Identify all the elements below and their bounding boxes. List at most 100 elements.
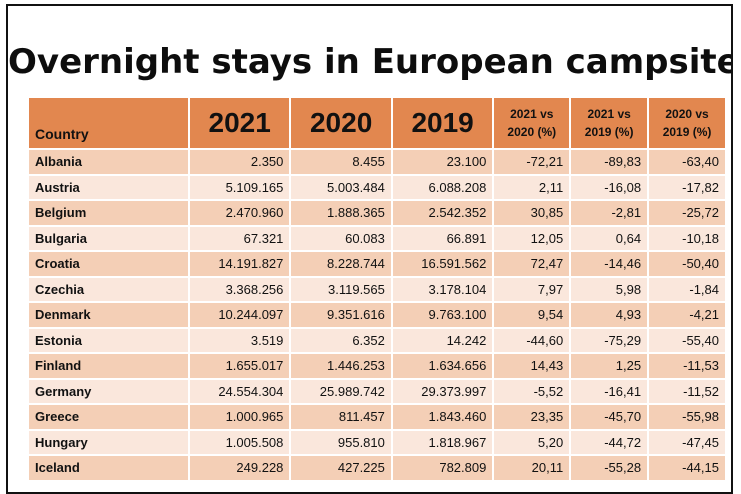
cell-2020-vs-2019: -55,40 — [649, 328, 725, 352]
cell-2021-vs-2019: 5,98 — [571, 277, 648, 301]
cell-2020-vs-2019: -1,84 — [649, 277, 725, 301]
cell-2021: 1.005.508 — [189, 430, 290, 454]
cell-2021-vs-2020: 72,47 — [494, 252, 570, 276]
cell-country: Bulgaria — [29, 226, 188, 250]
cell-2021-vs-2019: -89,83 — [571, 150, 648, 174]
header-line: 2021 vs — [587, 107, 631, 121]
cell-2020: 9.351.616 — [291, 303, 391, 327]
cell-2021-vs-2020: 12,05 — [494, 226, 570, 250]
cell-country: Germany — [29, 379, 188, 403]
cell-2019: 6.088.208 — [392, 175, 493, 199]
table-row: Croatia 14.191.827 8.228.744 16.591.562 72,4… — [29, 252, 725, 276]
cell-2021-vs-2019: 4,93 — [571, 303, 648, 327]
table-row: Albania 2.350 8.455 23.100 -72,21 -89,83 -63,4… — [29, 150, 725, 174]
table-row: Belgium 2.470.960 1.888.365 2.542.352 30,85-… — [29, 201, 725, 225]
table-row: Bulgaria 67.321 60.083 66.891 12,05 0,64 -10,1… — [29, 226, 725, 250]
cell-2021-vs-2019: -45,70 — [571, 405, 648, 429]
cell-2020: 60.083 — [291, 226, 391, 250]
cell-2021: 3.519 — [189, 328, 290, 352]
cell-2019: 16.591.562 — [392, 252, 493, 276]
table-header-row: Country 2021 2020 2019 2021 vs 2020 (%) … — [29, 98, 725, 148]
cell-2021: 249.228 — [189, 456, 290, 480]
cell-country: Iceland — [29, 456, 188, 480]
cell-2020: 5.003.484 — [291, 175, 391, 199]
cell-2020-vs-2019: -44,15 — [649, 456, 725, 480]
cell-country: Albania — [29, 150, 188, 174]
table-row: Estonia 3.519 6.352 14.242 -44,60 -75,29 -55,4… — [29, 328, 725, 352]
cell-2021-vs-2020: 2,11 — [494, 175, 570, 199]
cell-2021-vs-2020: -72,21 — [494, 150, 570, 174]
cell-2021: 2.470.960 — [189, 201, 290, 225]
cell-2021: 67.321 — [189, 226, 290, 250]
cell-2020: 1.446.253 — [291, 354, 391, 378]
header-line: 2019 (%) — [584, 125, 634, 139]
cell-2020-vs-2019: -50,40 — [649, 252, 725, 276]
cell-2021: 5.109.165 — [189, 175, 290, 199]
cell-2020-vs-2019: -47,45 — [649, 430, 725, 454]
table-row: Iceland 249.228 427.225 782.809 20,11 -55,28-… — [29, 456, 725, 480]
cell-2021-vs-2019: -75,29 — [571, 328, 648, 352]
cell-2021-vs-2019: -14,46 — [571, 252, 648, 276]
page-title: Overnight stays in European campsites — [8, 42, 733, 82]
cell-2021-vs-2019: 1,25 — [571, 354, 648, 378]
table-row: Austria 5.109.165 5.003.484 6.088.208 2,11 -1… — [29, 175, 725, 199]
cell-2021: 2.350 — [189, 150, 290, 174]
table-row: Finland 1.655.017 1.446.253 1.634.656 14,43 1… — [29, 354, 725, 378]
cell-2021-vs-2019: -44,72 — [571, 430, 648, 454]
cell-2021: 1.000.965 — [189, 405, 290, 429]
cell-2019: 66.891 — [392, 226, 493, 250]
cell-2020-vs-2019: -63,40 — [649, 150, 725, 174]
cell-country: Croatia — [29, 252, 188, 276]
cell-2020-vs-2019: -11,52 — [649, 379, 725, 403]
campsite-stays-table: Country 2021 2020 2019 2021 vs 2020 (%) … — [27, 96, 727, 482]
table-row: Hungary 1.005.508 955.810 1.818.967 5,20 -44,… — [29, 430, 725, 454]
cell-2020-vs-2019: -55,98 — [649, 405, 725, 429]
header-line: 2020 vs — [665, 107, 709, 121]
table-row: Germany 24.554.304 25.989.742 29.373.997 -5,… — [29, 379, 725, 403]
header-line: 2021 vs — [510, 107, 554, 121]
cell-2021-vs-2020: 7,97 — [494, 277, 570, 301]
cell-country: Denmark — [29, 303, 188, 327]
cell-2021-vs-2020: 20,11 — [494, 456, 570, 480]
cell-2021: 3.368.256 — [189, 277, 290, 301]
cell-2019: 782.809 — [392, 456, 493, 480]
cell-2020: 427.225 — [291, 456, 391, 480]
cell-2020: 811.457 — [291, 405, 391, 429]
cell-2021: 24.554.304 — [189, 379, 290, 403]
cell-2019: 3.178.104 — [392, 277, 493, 301]
cell-2019: 2.542.352 — [392, 201, 493, 225]
header-line: 2019 (%) — [662, 125, 712, 139]
cell-country: Greece — [29, 405, 188, 429]
cell-2020-vs-2019: -11,53 — [649, 354, 725, 378]
cell-2021-vs-2020: 9,54 — [494, 303, 570, 327]
cell-2020-vs-2019: -4,21 — [649, 303, 725, 327]
table-row: Greece 1.000.965 811.457 1.843.460 23,35 -45,… — [29, 405, 725, 429]
header-2021-vs-2020: 2021 vs 2020 (%) — [494, 98, 570, 148]
cell-2021-vs-2020: 14,43 — [494, 354, 570, 378]
header-2019: 2019 — [392, 98, 493, 148]
cell-2020: 955.810 — [291, 430, 391, 454]
cell-2020-vs-2019: -17,82 — [649, 175, 725, 199]
cell-country: Austria — [29, 175, 188, 199]
cell-2021-vs-2020: 23,35 — [494, 405, 570, 429]
cell-2021-vs-2019: 0,64 — [571, 226, 648, 250]
table-body: Albania 2.350 8.455 23.100 -72,21 -89,83 -63,4… — [29, 150, 725, 480]
cell-2020: 3.119.565 — [291, 277, 391, 301]
cell-2021-vs-2020: 5,20 — [494, 430, 570, 454]
cell-2020: 8.228.744 — [291, 252, 391, 276]
cell-2021-vs-2019: -16,41 — [571, 379, 648, 403]
cell-2019: 23.100 — [392, 150, 493, 174]
header-2020-vs-2019: 2020 vs 2019 (%) — [649, 98, 725, 148]
cell-2020: 1.888.365 — [291, 201, 391, 225]
document-frame: Overnight stays in European campsites Co… — [6, 4, 733, 494]
table-row: Czechia 3.368.256 3.119.565 3.178.104 7,97 5,… — [29, 277, 725, 301]
cell-2021-vs-2020: -44,60 — [494, 328, 570, 352]
table-row: Denmark 10.244.097 9.351.616 9.763.100 9,54 4… — [29, 303, 725, 327]
cell-2019: 29.373.997 — [392, 379, 493, 403]
header-country: Country — [29, 98, 188, 148]
cell-2020: 8.455 — [291, 150, 391, 174]
cell-2021: 1.655.017 — [189, 354, 290, 378]
cell-2020-vs-2019: -25,72 — [649, 201, 725, 225]
header-2020: 2020 — [291, 98, 391, 148]
cell-2020-vs-2019: -10,18 — [649, 226, 725, 250]
